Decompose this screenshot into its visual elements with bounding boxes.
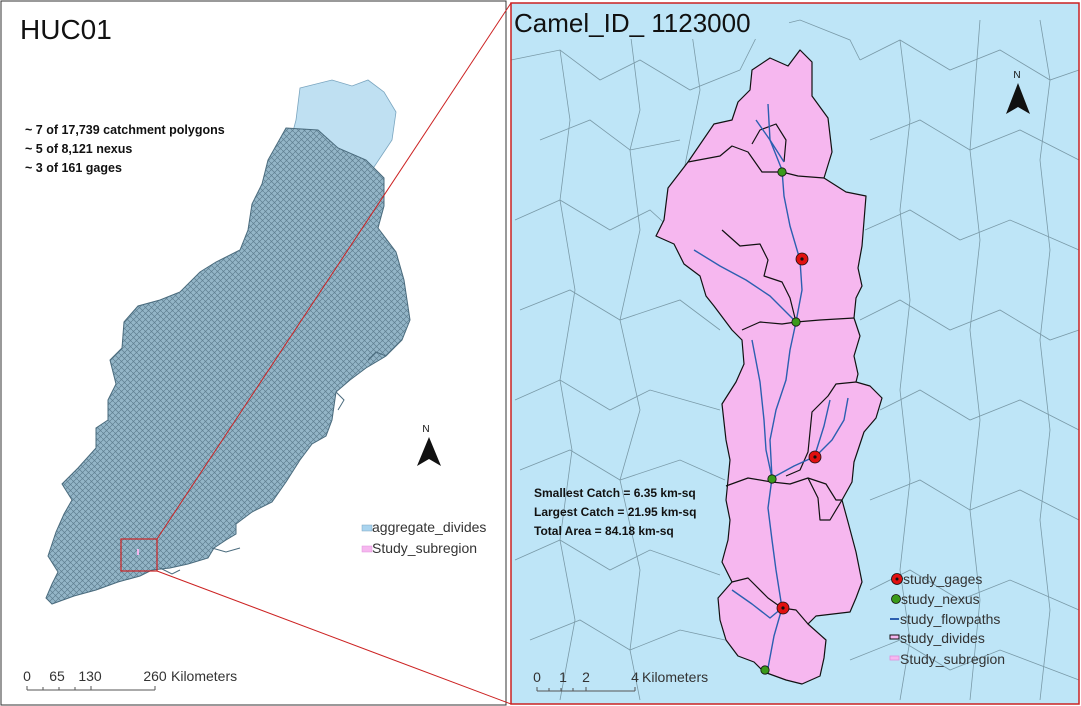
- gage-point-center: [781, 606, 785, 610]
- flowpath-main: [767, 103, 803, 669]
- left-north-arrow-icon: [417, 437, 441, 466]
- right-legend: study_gages study_nexus study_flowpaths …: [889, 571, 1005, 667]
- nexus-point: [777, 167, 787, 177]
- left-scale-tick-260: 260: [143, 668, 167, 684]
- legend-label-study-nexus: study_nexus: [901, 591, 980, 607]
- right-north-arrow-icon: [1006, 83, 1030, 114]
- divide-north: [687, 145, 825, 179]
- legend-swatch-study-subregion: [361, 545, 373, 553]
- left-stat-polygons: ~ 7 of 17,739 catchment polygons: [25, 123, 225, 137]
- left-scale-tick-65: 65: [49, 668, 65, 684]
- left-panel-title: HUC01: [20, 14, 112, 45]
- legend-label-study-subregion: Study_subregion: [900, 651, 1005, 667]
- left-scale-unit: Kilometers: [171, 668, 237, 684]
- flowpath-west-mid: [751, 339, 773, 479]
- left-stats: ~ 7 of 17,739 catchment polygons ~ 5 of …: [25, 123, 225, 175]
- study-nexus-points: [760, 167, 801, 675]
- nexus-point: [767, 474, 777, 484]
- legend-gage-icon-center: [895, 577, 899, 581]
- study-subregion: [655, 49, 883, 685]
- left-north-label: N: [422, 424, 429, 435]
- right-panel: Camel_ID_ 1123000 Smallest Catch = 6.35 …: [510, 2, 1080, 705]
- left-north-arrow: N: [417, 424, 441, 466]
- study-flowpaths: [693, 103, 849, 669]
- right-scale-unit: Kilometers: [642, 669, 708, 685]
- left-scale-line: [26, 686, 156, 691]
- legend-label-aggregate-divides: aggregate_divides: [372, 519, 486, 535]
- study-subregion-box: [120, 538, 158, 572]
- right-stat-largest: Largest Catch = 21.95 km-sq: [534, 505, 696, 519]
- right-stat-total: Total Area = 84.18 km-sq: [534, 524, 674, 538]
- flowpath-sw: [731, 589, 783, 619]
- study-divides: [687, 123, 857, 625]
- right-panel-title: Camel_ID_ 1123000: [514, 8, 751, 38]
- flowpath-west-branch: [693, 249, 797, 323]
- huc01-region: [45, 79, 411, 605]
- gage-point-center: [800, 257, 804, 261]
- right-scale-bar: 0 1 2 4 Kilometers: [533, 669, 708, 692]
- right-north-label: N: [1013, 70, 1020, 81]
- flowpath-east-branch: [771, 397, 849, 479]
- legend-label-study-gages: study_gages: [903, 571, 982, 587]
- right-north-arrow: N: [1006, 70, 1030, 114]
- study-subregion-marker: [137, 549, 139, 555]
- divide-middle-south: [725, 477, 842, 501]
- flowpath-east-upper: [813, 399, 831, 459]
- legend-divide-icon: [889, 634, 900, 640]
- zoom-connector-lines: [156, 2, 512, 705]
- legend-label-study-divides: study_divides: [900, 630, 985, 646]
- left-scale-tick-0: 0: [23, 668, 31, 684]
- flowpath-north-branch: [755, 119, 785, 163]
- divide-south: [731, 577, 809, 625]
- right-stat-smallest: Smallest Catch = 6.35 km-sq: [534, 486, 696, 500]
- left-scale-bar: 0 65 130 260 Kilometers: [23, 668, 237, 691]
- legend-label-study-flowpaths: study_flowpaths: [900, 611, 1000, 627]
- left-scale-tick-130: 130: [78, 668, 102, 684]
- divide-east-south: [807, 477, 843, 521]
- left-stat-gages: ~ 3 of 161 gages: [25, 161, 122, 175]
- connector-lower: [156, 570, 512, 705]
- left-panel: HUC01 ~ 7 of 17,739 catchment polygons ~…: [0, 0, 507, 706]
- study-subregion-polygon: [655, 49, 883, 685]
- right-scale-tick-2: 2: [582, 669, 590, 685]
- divide-middle: [741, 317, 855, 331]
- legend-label-study-subregion: Study_subregion: [372, 540, 477, 556]
- right-panel-frame: [510, 2, 1080, 705]
- background-catchment-lines: [510, 19, 1080, 701]
- right-scale-tick-0: 0: [533, 669, 541, 685]
- divide-east-inner: [785, 381, 857, 477]
- right-scale-line: [536, 687, 636, 692]
- right-panel-title-backdrop: [511, 3, 789, 39]
- divide-inner-north: [751, 123, 787, 163]
- huc01-coast-detail: [159, 351, 387, 575]
- left-stat-nexus: ~ 5 of 8,121 nexus: [25, 142, 132, 156]
- right-stats: Smallest Catch = 6.35 km-sq Largest Catc…: [534, 486, 696, 538]
- connector-upper: [156, 2, 512, 540]
- legend-swatch-aggregate-divides: [361, 524, 373, 532]
- divide-west-inner: [721, 229, 797, 323]
- study-gage-points: [776, 252, 822, 615]
- legend-subregion-icon: [889, 655, 900, 661]
- right-scale-tick-1: 1: [559, 669, 567, 685]
- right-scale-tick-4: 4: [631, 669, 639, 685]
- nexus-point: [791, 317, 801, 327]
- left-legend: aggregate_divides Study_subregion: [361, 519, 486, 556]
- legend-nexus-icon: [891, 594, 901, 604]
- nexus-point: [760, 665, 770, 675]
- huc01-polygon: [45, 127, 411, 605]
- gage-point-center: [813, 455, 817, 459]
